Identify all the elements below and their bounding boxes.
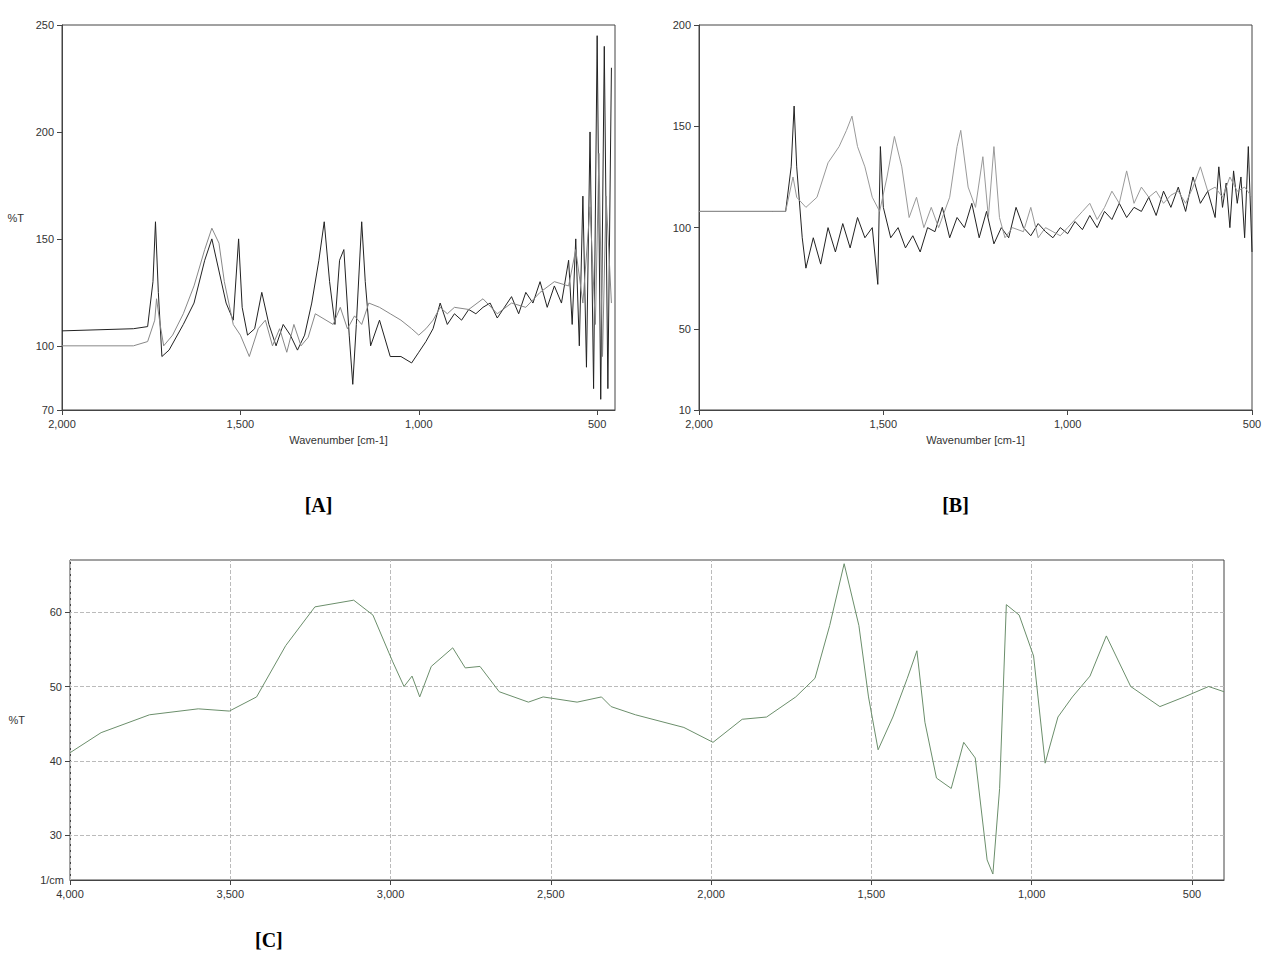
- svg-text:%T: %T: [8, 212, 25, 224]
- svg-text:3,000: 3,000: [377, 888, 405, 900]
- svg-text:500: 500: [588, 418, 606, 430]
- svg-text:1,000: 1,000: [405, 418, 433, 430]
- svg-text:150: 150: [36, 233, 54, 245]
- svg-text:3,500: 3,500: [217, 888, 245, 900]
- svg-text:1,000: 1,000: [1018, 888, 1046, 900]
- svg-text:100: 100: [36, 340, 54, 352]
- svg-text:%T: %T: [9, 714, 26, 726]
- svg-text:4,000: 4,000: [56, 888, 84, 900]
- svg-text:Wavenumber [cm-1]: Wavenumber [cm-1]: [289, 434, 388, 446]
- svg-text:60: 60: [50, 606, 62, 618]
- svg-text:2,000: 2,000: [685, 418, 713, 430]
- svg-text:[A]: [A]: [305, 494, 333, 516]
- svg-text:200: 200: [36, 126, 54, 138]
- svg-text:2,000: 2,000: [697, 888, 725, 900]
- svg-text:1/cm: 1/cm: [40, 874, 64, 886]
- svg-text:30: 30: [50, 829, 62, 841]
- svg-text:2,000: 2,000: [48, 418, 76, 430]
- svg-text:1,500: 1,500: [870, 418, 898, 430]
- svg-text:70: 70: [42, 404, 54, 416]
- svg-text:200: 200: [673, 19, 691, 31]
- svg-text:40: 40: [50, 755, 62, 767]
- svg-text:2,500: 2,500: [537, 888, 565, 900]
- svg-text:1,000: 1,000: [1054, 418, 1082, 430]
- svg-text:100: 100: [673, 222, 691, 234]
- svg-text:[C]: [C]: [255, 929, 283, 951]
- svg-text:1,500: 1,500: [858, 888, 886, 900]
- svg-text:500: 500: [1183, 888, 1201, 900]
- svg-text:[B]: [B]: [942, 494, 969, 516]
- svg-text:50: 50: [50, 681, 62, 693]
- svg-text:50: 50: [679, 323, 691, 335]
- svg-text:1,500: 1,500: [227, 418, 255, 430]
- svg-text:500: 500: [1243, 418, 1261, 430]
- svg-text:150: 150: [673, 120, 691, 132]
- svg-text:Wavenumber [cm-1]: Wavenumber [cm-1]: [926, 434, 1025, 446]
- svg-text:250: 250: [36, 19, 54, 31]
- svg-text:10: 10: [679, 404, 691, 416]
